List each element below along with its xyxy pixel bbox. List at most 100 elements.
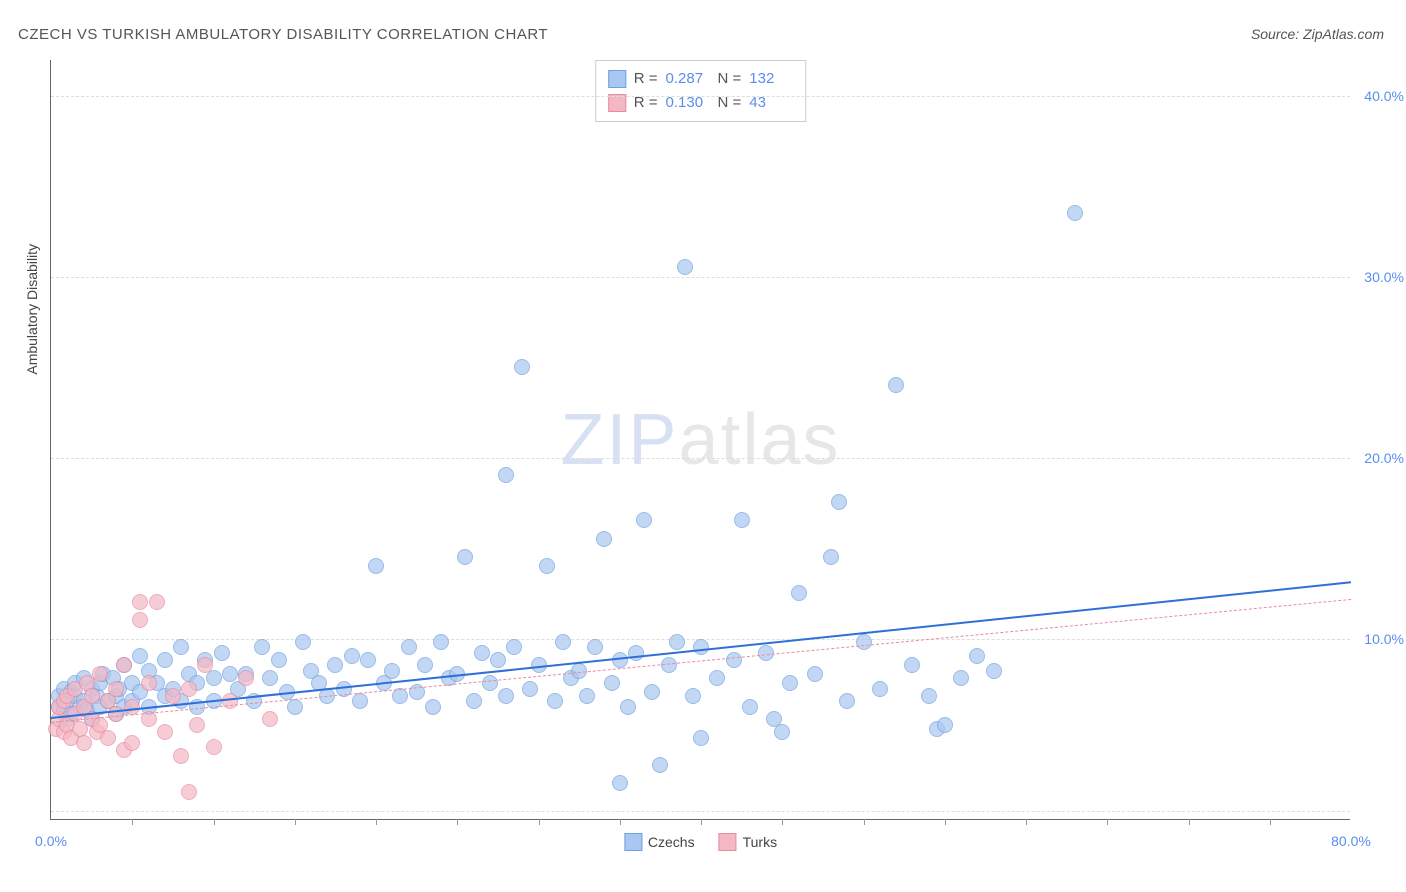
data-point	[132, 594, 148, 610]
data-point	[758, 645, 774, 661]
data-point	[222, 666, 238, 682]
y-tick-label: 10.0%	[1364, 631, 1404, 647]
stat-r-label: R =	[634, 67, 658, 91]
legend-item-czechs: Czechs	[624, 833, 695, 851]
stats-legend-box: R = 0.287 N = 132 R = 0.130 N = 43	[595, 60, 807, 122]
data-point	[734, 512, 750, 528]
data-point	[791, 585, 807, 601]
data-point	[539, 558, 555, 574]
data-point	[92, 666, 108, 682]
bottom-legend: Czechs Turks	[624, 833, 777, 851]
data-point	[1067, 205, 1083, 221]
data-point	[547, 693, 563, 709]
data-point	[116, 657, 132, 673]
x-tick-mark	[620, 819, 621, 825]
data-point	[344, 648, 360, 664]
data-point	[579, 688, 595, 704]
data-point	[181, 681, 197, 697]
data-point	[124, 699, 140, 715]
x-tick-mark	[295, 819, 296, 825]
data-point	[774, 724, 790, 740]
data-point	[693, 639, 709, 655]
data-point	[124, 735, 140, 751]
data-point	[352, 693, 368, 709]
data-point	[466, 693, 482, 709]
data-point	[141, 675, 157, 691]
y-tick-label: 40.0%	[1364, 88, 1404, 104]
x-tick-mark	[376, 819, 377, 825]
data-point	[84, 688, 100, 704]
x-tick-label: 0.0%	[35, 833, 67, 849]
data-point	[604, 675, 620, 691]
legend-swatch-czechs	[624, 833, 642, 851]
data-point	[197, 657, 213, 673]
data-point	[636, 512, 652, 528]
y-axis-label: Ambulatory Disability	[24, 244, 40, 375]
data-point	[726, 652, 742, 668]
data-point	[669, 634, 685, 650]
legend-item-turks: Turks	[719, 833, 777, 851]
x-tick-mark	[539, 819, 540, 825]
data-point	[514, 359, 530, 375]
legend-label-czechs: Czechs	[648, 834, 695, 850]
data-point	[904, 657, 920, 673]
data-point	[254, 639, 270, 655]
x-tick-mark	[1107, 819, 1108, 825]
data-point	[149, 594, 165, 610]
stat-n-czechs: 132	[749, 67, 793, 91]
data-point	[856, 634, 872, 650]
data-point	[262, 670, 278, 686]
data-point	[474, 645, 490, 661]
data-point	[157, 724, 173, 740]
data-point	[612, 775, 628, 791]
data-point	[262, 711, 278, 727]
data-point	[953, 670, 969, 686]
data-point	[498, 688, 514, 704]
data-point	[108, 681, 124, 697]
data-point	[555, 634, 571, 650]
data-point	[360, 652, 376, 668]
data-point	[214, 645, 230, 661]
data-point	[693, 730, 709, 746]
data-point	[132, 612, 148, 628]
x-tick-mark	[457, 819, 458, 825]
data-point	[368, 558, 384, 574]
gridline	[51, 96, 1350, 97]
data-point	[287, 699, 303, 715]
legend-swatch-turks	[719, 833, 737, 851]
data-point	[498, 467, 514, 483]
data-point	[742, 699, 758, 715]
data-point	[644, 684, 660, 700]
data-point	[384, 663, 400, 679]
data-point	[132, 648, 148, 664]
data-point	[652, 757, 668, 773]
data-point	[522, 681, 538, 697]
watermark-zip: ZIP	[560, 400, 678, 480]
swatch-czechs	[608, 70, 626, 88]
x-tick-mark	[1270, 819, 1271, 825]
x-tick-label: 80.0%	[1331, 833, 1371, 849]
gridline	[51, 277, 1350, 278]
data-point	[222, 693, 238, 709]
data-point	[206, 739, 222, 755]
watermark: ZIPatlas	[560, 399, 840, 481]
x-tick-mark	[701, 819, 702, 825]
data-point	[173, 748, 189, 764]
gridline	[51, 811, 1350, 812]
data-point	[189, 717, 205, 733]
data-point	[76, 735, 92, 751]
stat-r-turks: 0.130	[666, 91, 710, 115]
data-point	[888, 377, 904, 393]
data-point	[295, 634, 311, 650]
data-point	[271, 652, 287, 668]
data-point	[165, 688, 181, 704]
y-tick-label: 30.0%	[1364, 269, 1404, 285]
plot-area: ZIPatlas R = 0.287 N = 132 R = 0.130 N =…	[50, 60, 1350, 820]
stats-row-turks: R = 0.130 N = 43	[608, 91, 794, 115]
x-tick-mark	[1189, 819, 1190, 825]
stat-n-label: N =	[718, 91, 742, 115]
chart-title: CZECH VS TURKISH AMBULATORY DISABILITY C…	[18, 26, 548, 43]
data-point	[872, 681, 888, 697]
stat-r-czechs: 0.287	[666, 67, 710, 91]
x-tick-mark	[132, 819, 133, 825]
